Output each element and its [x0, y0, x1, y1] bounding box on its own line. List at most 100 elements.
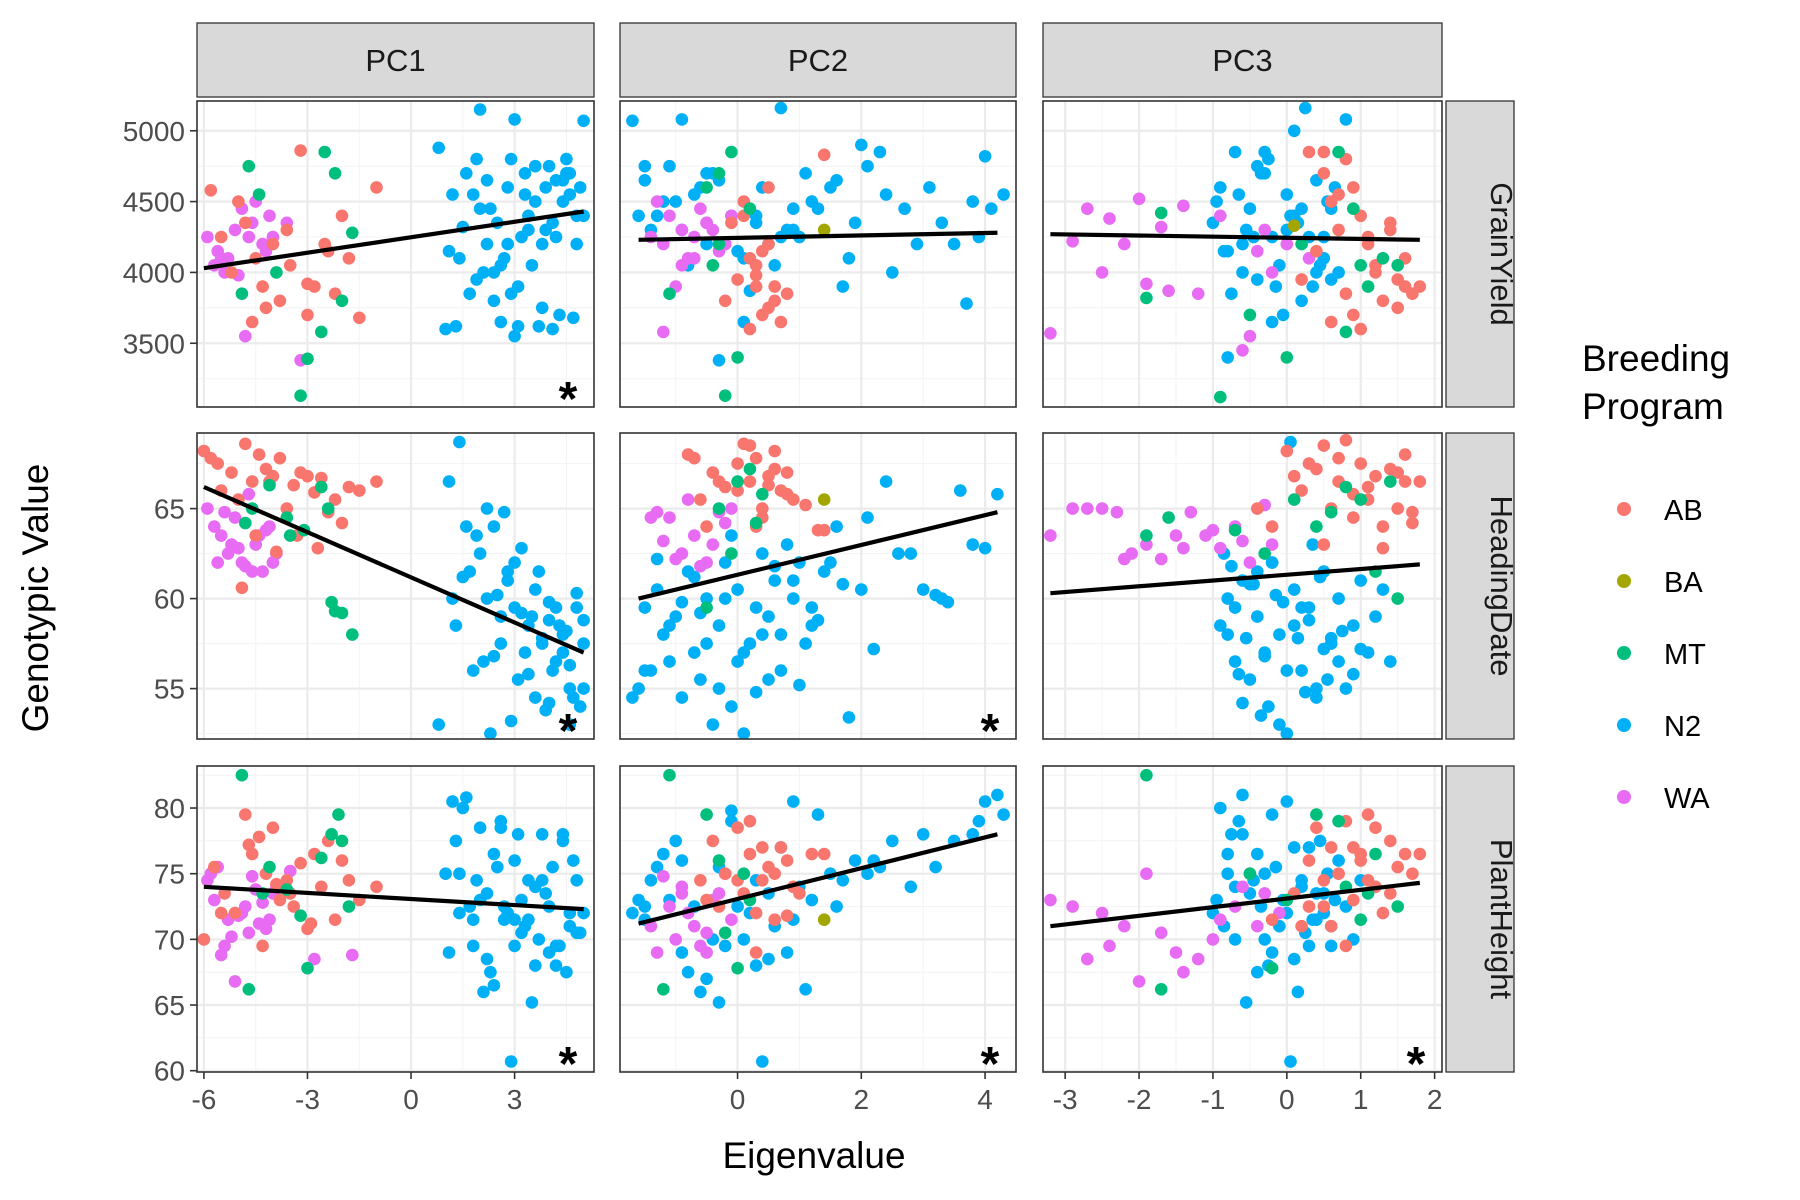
- data-point-ab: [706, 834, 720, 848]
- data-point-n2: [549, 959, 563, 972]
- data-point-ab: [780, 466, 794, 479]
- legend-title-line-1: Breeding: [1582, 338, 1730, 379]
- data-point-mt: [718, 926, 732, 940]
- data-point-wa: [245, 565, 259, 578]
- data-point-n2: [480, 592, 494, 605]
- regression-line: [203, 485, 585, 655]
- data-point-mt: [252, 188, 266, 201]
- data-point-n2: [501, 574, 514, 587]
- data-point-ab: [1369, 821, 1382, 834]
- data-point-n2: [1225, 287, 1238, 301]
- data-point-wa: [1265, 266, 1279, 279]
- data-point-wa: [1265, 538, 1279, 551]
- data-point-n2: [1221, 628, 1234, 641]
- data-point-ab: [1339, 433, 1353, 447]
- data-point-n2: [1258, 867, 1271, 880]
- data-point-ba: [1287, 219, 1301, 232]
- legend-swatch: [1617, 646, 1631, 660]
- data-point-ab: [1347, 511, 1360, 524]
- data-point-n2: [1236, 696, 1249, 710]
- data-point-n2: [1332, 655, 1345, 668]
- data-point-mt: [335, 294, 349, 308]
- data-point-mt: [332, 808, 345, 821]
- data-point-n2: [1265, 808, 1279, 821]
- data-point-n2: [1258, 145, 1271, 159]
- panel-points: [197, 768, 590, 1068]
- data-point-n2: [456, 570, 470, 584]
- legend-label: MT: [1664, 639, 1706, 671]
- x-tick-label: -1: [1200, 1084, 1225, 1115]
- data-point-wa: [700, 216, 713, 230]
- data-point-wa: [675, 887, 689, 900]
- data-point-mt: [263, 478, 276, 492]
- data-point-wa: [228, 975, 242, 988]
- data-point-ab: [1332, 867, 1345, 880]
- data-point-n2: [577, 682, 590, 695]
- data-point-n2: [867, 642, 880, 656]
- data-point-ab: [280, 223, 294, 237]
- data-point-n2: [553, 308, 566, 322]
- data-point-n2: [1265, 946, 1279, 959]
- data-point-ab: [283, 259, 297, 272]
- data-point-mt: [725, 145, 738, 159]
- data-point-ab: [1317, 439, 1331, 452]
- data-point-n2: [966, 538, 979, 551]
- data-point-mt: [239, 516, 252, 530]
- data-point-ab: [756, 244, 769, 258]
- data-point-n2: [978, 541, 992, 555]
- data-point-wa: [718, 516, 732, 530]
- data-point-ab: [1347, 893, 1360, 907]
- data-point-n2: [563, 188, 577, 201]
- data-point-ab: [817, 523, 831, 537]
- data-point-mt: [1384, 475, 1397, 488]
- data-point-n2: [1228, 655, 1242, 668]
- data-point-n2: [966, 195, 979, 208]
- data-point-wa: [1258, 887, 1271, 900]
- data-point-n2: [504, 1055, 518, 1068]
- legend-entries: AB BA MT N2 WA: [1617, 495, 1710, 815]
- data-point-wa: [657, 870, 670, 883]
- panel-points: [626, 437, 1004, 739]
- data-point-n2: [511, 828, 525, 841]
- data-point-n2: [1258, 649, 1271, 663]
- data-point-ab: [780, 487, 794, 501]
- data-point-mt: [756, 487, 769, 501]
- data-point-mt: [1332, 814, 1345, 828]
- data-point-mt: [318, 145, 332, 159]
- data-point-wa: [239, 329, 252, 343]
- data-point-wa: [1066, 502, 1079, 515]
- data-point-ba: [817, 493, 831, 506]
- data-point-n2: [1251, 273, 1264, 286]
- data-point-n2: [879, 188, 893, 201]
- data-point-n2: [515, 606, 528, 620]
- legend-swatch: [1617, 502, 1631, 516]
- data-point-n2: [1310, 691, 1323, 704]
- data-point-n2: [650, 552, 664, 566]
- data-point-mt: [328, 604, 342, 618]
- data-point-mt: [1214, 390, 1227, 404]
- data-point-mt: [1361, 280, 1375, 293]
- data-point-ab: [1384, 223, 1397, 237]
- data-point-mt: [1140, 768, 1153, 782]
- data-point-n2: [567, 854, 580, 867]
- data-point-ab: [1302, 145, 1316, 159]
- data-point-n2: [774, 101, 788, 115]
- data-point-n2: [535, 237, 549, 251]
- data-point-wa: [211, 556, 224, 569]
- data-point-wa: [208, 520, 221, 533]
- data-point-wa: [1118, 552, 1131, 566]
- data-point-mt: [1347, 202, 1360, 215]
- data-point-mt: [1287, 493, 1301, 506]
- data-point-ab: [1324, 315, 1338, 329]
- data-point-n2: [487, 649, 501, 663]
- data-point-wa: [232, 541, 245, 555]
- data-point-n2: [793, 678, 806, 692]
- data-point-n2: [657, 847, 670, 861]
- data-point-n2: [657, 628, 670, 641]
- data-point-ab: [273, 294, 287, 308]
- data-point-mt: [283, 529, 297, 542]
- data-point-n2: [453, 251, 466, 265]
- data-point-n2: [487, 979, 501, 992]
- data-point-n2: [1376, 583, 1390, 596]
- data-point-n2: [1251, 159, 1264, 173]
